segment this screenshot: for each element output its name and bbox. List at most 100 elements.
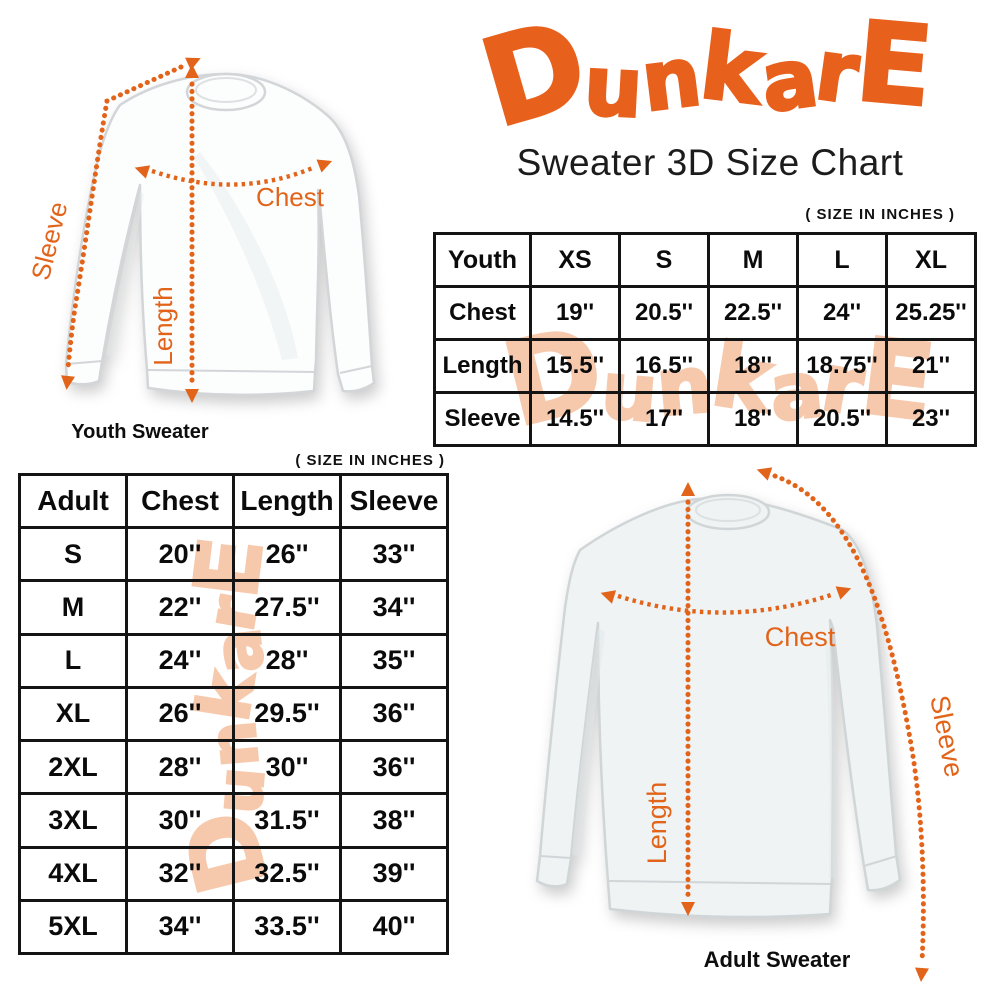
table-header-cell: Sleeve xyxy=(339,473,449,529)
table-cell: 22'' xyxy=(125,579,235,636)
table-row: Sleeve 14.5'' 17'' 18'' 20.5'' 23'' xyxy=(433,391,977,447)
table-row: Youth XS S M L XL xyxy=(433,232,977,288)
logo-letter: E xyxy=(850,0,939,133)
table-cell: 24'' xyxy=(796,285,888,341)
table-cell: 18.75'' xyxy=(796,338,888,394)
table-cell: 23'' xyxy=(885,391,977,447)
table-cell: 34'' xyxy=(339,579,449,636)
arrowhead xyxy=(600,590,617,604)
table-header-cell: XS xyxy=(529,232,621,288)
size-note-youth: ( SIZE IN INCHES ) xyxy=(805,206,955,223)
table-cell: 39'' xyxy=(339,845,449,902)
length-label: Length xyxy=(642,782,672,865)
table-cell: 26'' xyxy=(125,685,235,743)
row-label-cell: Sleeve xyxy=(433,391,532,447)
table-cell: 16.5'' xyxy=(618,338,710,394)
sweater-collar xyxy=(185,72,267,112)
table-cell: 33'' xyxy=(339,525,449,583)
table-cell: 27.5'' xyxy=(232,579,342,636)
chest-label: Chest xyxy=(765,622,836,652)
youth-sweater-illustration: Sleeve Length Chest xyxy=(25,57,376,403)
table-row: L 24'' 28'' 35'' xyxy=(18,632,449,689)
table-row: 3XL 30'' 31.5'' 38'' xyxy=(18,792,449,849)
adult-caption: Adult Sweater xyxy=(703,947,851,972)
table-cell: 24'' xyxy=(125,632,235,689)
table-cell: 17'' xyxy=(618,391,710,447)
arrowhead xyxy=(915,967,929,982)
arrowhead xyxy=(756,467,773,481)
brand-logo: D u n k a r E xyxy=(446,0,970,157)
sleeve-label: Sleeve xyxy=(25,199,73,283)
table-cell: 31.5'' xyxy=(232,792,342,849)
table-cell: 14.5'' xyxy=(529,391,621,447)
sleeve-arrow xyxy=(65,64,184,371)
row-label-cell: 3XL xyxy=(18,792,128,849)
row-label-cell: 2XL xyxy=(18,738,128,796)
adult-sweater xyxy=(535,493,902,919)
table-cell: 28'' xyxy=(125,738,235,796)
row-label-cell: Length xyxy=(433,338,532,394)
arrowhead xyxy=(681,902,695,916)
row-label-cell: L xyxy=(18,632,128,689)
table-row: Adult Chest Length Sleeve xyxy=(18,473,449,529)
size-note-adult: ( SIZE IN INCHES ) xyxy=(295,452,445,469)
table-cell: 19'' xyxy=(529,285,621,341)
table-header-cell: M xyxy=(707,232,799,288)
sweater-shading xyxy=(106,190,144,357)
youth-sweater xyxy=(64,72,376,397)
table-row: S 20'' 26'' 33'' xyxy=(18,525,449,583)
adult-size-table: Adult Chest Length Sleeve S 20'' 26'' 33… xyxy=(18,473,449,956)
logo-letter: u xyxy=(580,37,646,138)
table-cell: 20.5'' xyxy=(618,285,710,341)
table-row: 2XL 28'' 30'' 36'' xyxy=(18,738,449,796)
table-cell: 34'' xyxy=(125,898,235,956)
table-cell: 32.5'' xyxy=(232,845,342,902)
table-cell: 20.5'' xyxy=(796,391,888,447)
table-header-cell: Adult xyxy=(18,473,128,529)
table-cell: 38'' xyxy=(339,792,449,849)
length-label: Length xyxy=(148,286,178,366)
youth-caption: Youth Sweater xyxy=(71,421,209,443)
table-cell: 28'' xyxy=(232,632,342,689)
collar-inner-line xyxy=(695,498,761,522)
table-cell: 22.5'' xyxy=(707,285,799,341)
table-row: XL 26'' 29.5'' 36'' xyxy=(18,685,449,743)
table-cell: 33.5'' xyxy=(232,898,342,956)
cuff-line xyxy=(539,855,572,859)
row-label-cell: 5XL xyxy=(18,898,128,956)
table-row: 4XL 32'' 32.5'' 39'' xyxy=(18,845,449,902)
sweater-body xyxy=(64,72,376,397)
arrowhead xyxy=(681,482,695,496)
table-cell: 30'' xyxy=(125,792,235,849)
table-cell: 36'' xyxy=(339,738,449,796)
table-row: 5XL 34'' 33.5'' 40'' xyxy=(18,898,449,956)
table-row: Chest 19'' 20.5'' 22.5'' 24'' 25.25'' xyxy=(433,285,977,341)
chest-arrow xyxy=(151,164,316,187)
table-cell: 18'' xyxy=(707,338,799,394)
table-header-cell: Chest xyxy=(125,473,235,529)
sweater-shading xyxy=(572,628,605,857)
chest-arrow xyxy=(617,591,835,615)
row-label-cell: 4XL xyxy=(18,845,128,902)
arrowhead xyxy=(61,375,75,390)
table-header-cell: Youth xyxy=(433,232,532,288)
logo-letter: D xyxy=(466,0,604,157)
collar-inner-line xyxy=(195,77,257,103)
table-cell: 20'' xyxy=(125,525,235,583)
table-row: M 22'' 27.5'' 34'' xyxy=(18,579,449,636)
hem-line xyxy=(608,880,832,885)
arrowhead xyxy=(185,389,199,403)
sweater-shading xyxy=(194,152,298,360)
table-header-cell: Length xyxy=(232,473,342,529)
table-cell: 25.25'' xyxy=(885,285,977,341)
table-header-cell: L xyxy=(796,232,888,288)
table-cell: 15.5'' xyxy=(529,338,621,394)
table-cell: 36'' xyxy=(339,685,449,743)
table-cell: 30'' xyxy=(232,738,342,796)
table-cell: 21'' xyxy=(885,338,977,394)
sweater-body xyxy=(535,496,902,919)
sleeve-label: Sleeve xyxy=(924,693,969,780)
sleeve-arrow xyxy=(772,473,926,965)
arrowhead xyxy=(316,159,333,173)
